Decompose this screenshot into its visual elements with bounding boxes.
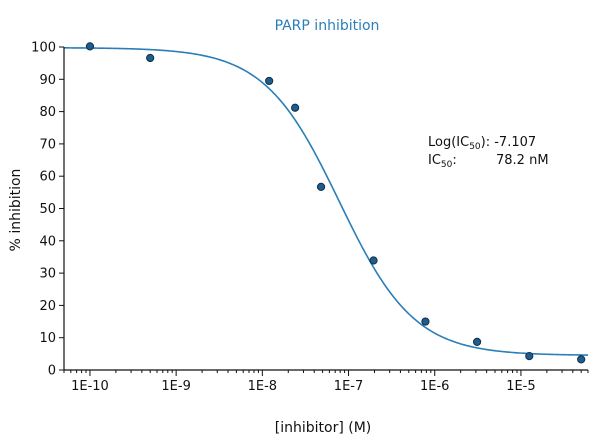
data-point (577, 355, 586, 364)
data-point (421, 317, 430, 326)
fit-curve (63, 47, 589, 356)
y-axis-title: % inhibition (8, 169, 24, 252)
x-tick-label: 1E-8 (248, 379, 277, 394)
x-tick-label: 1E-7 (334, 379, 363, 394)
y-tick-label: 30 (39, 267, 56, 282)
x-axis-title: [inhibitor] (M) (275, 420, 372, 436)
data-point (265, 76, 274, 86)
x-tick-label: 1E-5 (506, 379, 535, 394)
x-tick-label: 1E-10 (71, 379, 109, 394)
y-tick-label: 80 (39, 105, 56, 120)
y-tick-label: 10 (39, 331, 56, 346)
ic50-annotation: Log(IC50): -7.107 IC50: 78.2 nM (428, 135, 549, 170)
data-point (85, 42, 95, 51)
y-tick-label: 0 (48, 364, 56, 379)
data-point (316, 182, 326, 191)
log-ic50-text: Log(IC50): -7.107 (428, 135, 536, 152)
data-point (525, 352, 534, 361)
data-point (369, 256, 378, 265)
y-tick-label: 40 (39, 234, 56, 249)
data-point (291, 103, 300, 112)
y-tick-label: 50 (39, 202, 56, 217)
y-tick-label: 20 (39, 299, 56, 314)
plot-area (63, 42, 589, 364)
ic50-text: IC50: (428, 153, 457, 170)
ic50-value: 78.2 nM (496, 153, 549, 168)
x-axis: 1E-10 1E-9 1E-8 1E-7 1E-6 1E-5 (63, 369, 589, 394)
chart-title: PARP inhibition (275, 18, 380, 34)
y-tick-label: 60 (39, 170, 56, 185)
x-tick-label: 1E-9 (161, 379, 190, 394)
y-tick-label: 100 (31, 41, 56, 56)
y-axis: 0 10 20 30 40 50 60 70 80 90 100 (31, 41, 65, 379)
data-point (146, 53, 155, 63)
x-tick-label: 1E-6 (420, 379, 449, 394)
y-tick-label: 90 (39, 73, 56, 88)
data-point (472, 337, 482, 346)
y-tick-label: 70 (39, 137, 56, 152)
